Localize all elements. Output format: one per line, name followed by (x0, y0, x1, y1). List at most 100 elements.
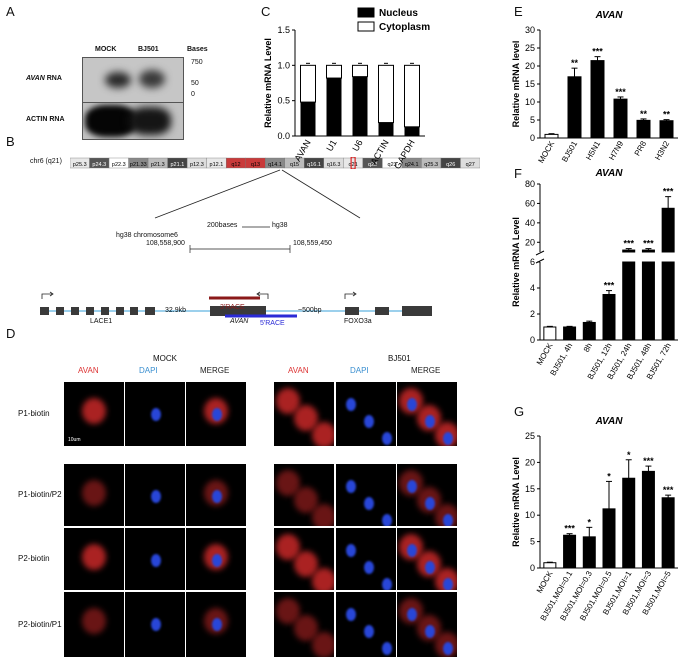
gap-500bp: ~500bp (298, 307, 322, 314)
micrograph-dapi (336, 464, 396, 526)
micrograph-merge (186, 592, 246, 657)
ideogram-band-label: q22 (368, 162, 377, 168)
y-tick-label: 5 (530, 537, 535, 547)
x-tick-label: GAPDH (392, 138, 417, 170)
row-label-avan-rna: AVAN RNA (26, 75, 62, 82)
bar-upper (641, 249, 655, 253)
channel-header-avan: AVAN (288, 366, 309, 375)
chart-title: AVAN (595, 10, 624, 21)
y-tick-label: 0 (530, 335, 535, 345)
micrograph-avan (274, 592, 334, 657)
chart-e: AVAN 0 5 10 15 20 25 30 Relative mRNA level MOCK *… (511, 10, 678, 165)
bar (602, 508, 616, 569)
bar (544, 133, 559, 139)
significance-label: ** (663, 110, 671, 120)
coord-end: 108,559,450 (293, 240, 332, 247)
lane-label-bj501: BJ501 (138, 46, 159, 53)
ideogram-band-label: q23 (388, 162, 397, 168)
bar (563, 534, 577, 569)
micrograph-avan (274, 528, 334, 590)
row-label: P1-biotin/P2 (18, 490, 62, 499)
micrograph-dapi (336, 592, 396, 657)
y-tick-label: 0.5 (277, 96, 290, 106)
bar-upper (661, 207, 675, 253)
gene-foxo3a: FOXO3a (344, 318, 372, 325)
scale-label: 200bases (207, 222, 238, 229)
marker-0: 0 (191, 91, 195, 98)
bar-cytoplasm (352, 64, 368, 78)
x-tick-label: AVAN (292, 138, 312, 163)
ideogram-band (460, 157, 480, 169)
significance-label: *** (643, 456, 654, 466)
bar (543, 326, 557, 341)
chart-title: AVAN (595, 416, 624, 427)
ideogram-band-label: p12.3 (190, 162, 204, 168)
ideogram-band-label: p21.1 (170, 162, 184, 168)
y-tick-label: 25 (525, 43, 535, 53)
micrograph-dapi (125, 382, 185, 446)
bar-nucleus (326, 78, 342, 136)
rna-suffix: RNA (44, 75, 62, 82)
avan-italic: AVAN (26, 75, 45, 82)
blot-actin (82, 102, 184, 140)
channel-header-merge: MERGE (200, 366, 230, 375)
x-tick-label: MOCK (535, 341, 555, 367)
marker-50: 50 (191, 80, 199, 87)
ideogram-band-label: p21.33 (130, 162, 147, 168)
bar (613, 98, 628, 139)
micrograph-merge (397, 592, 457, 657)
significance-label: *** (643, 239, 654, 249)
legend-label: Cytoplasm (379, 22, 430, 33)
y-tick-label: 10 (525, 510, 535, 520)
bar-nucleus (300, 102, 316, 136)
row-label: P2-biotin/P1 (18, 619, 62, 629)
significance-label: *** (663, 187, 674, 197)
micrograph-dapi (125, 528, 185, 590)
micrograph-merge (397, 528, 457, 590)
row-label: P2-biotin (18, 554, 50, 563)
x-tick-label: U1 (324, 138, 338, 153)
scalebar-label: 10um (68, 437, 81, 443)
micrograph-dapi (336, 528, 396, 590)
x-tick-label: H3N2 (653, 139, 671, 162)
y-tick-label: 0 (530, 133, 535, 143)
axis-break-mark (535, 250, 545, 256)
micrograph-merge (186, 382, 246, 446)
blot-avan (82, 57, 184, 103)
bar (622, 477, 636, 569)
bar-nucleus (352, 76, 368, 136)
chrom-label: chr6 (q21) (30, 158, 62, 165)
ideogram-band-label: q13 (251, 162, 260, 168)
chromosome-ideogram: p25.3 p24.3 p22.3 p21.33 p21.3 p21.1 p12.3 p12.… (70, 157, 480, 169)
x-tick-label: MOCK (535, 569, 555, 595)
ideogram-band-label: p12.1 (210, 162, 224, 168)
y-tick-label: 20 (525, 457, 535, 467)
bar-upper (622, 249, 636, 253)
micrograph-avan (274, 382, 334, 446)
micrograph-dapi (125, 464, 185, 526)
micrograph-dapi (125, 592, 185, 657)
y-tick-label: 0 (530, 563, 535, 573)
bar-nucleus (404, 126, 420, 136)
significance-label: *** (615, 87, 626, 97)
bar (661, 497, 675, 569)
gap-32kb: 32.9kb (165, 307, 187, 314)
bar-lower (641, 261, 655, 341)
ideogram-band-label: q25.3 (424, 162, 438, 168)
coords-label: hg38 chromosome6 (116, 232, 178, 239)
micrograph-dapi (336, 382, 396, 446)
y-tick-label: 2 (530, 309, 535, 319)
y-tick-label: 6 (530, 257, 535, 267)
race-bars (209, 296, 297, 318)
y-tick-label: 0.0 (277, 131, 290, 141)
micrograph-avan: 10um (64, 382, 124, 446)
y-axis-label: Relative mRNA Level (511, 217, 521, 307)
y-tick-label: 20 (525, 61, 535, 71)
bar (582, 321, 596, 341)
bar-lower (661, 261, 675, 341)
micrograph-avan (64, 528, 124, 590)
x-tick-label: PR8 (633, 139, 649, 157)
bar (602, 294, 616, 341)
ideogram-band-label: q26 (446, 162, 455, 168)
significance-label: *** (663, 485, 674, 495)
